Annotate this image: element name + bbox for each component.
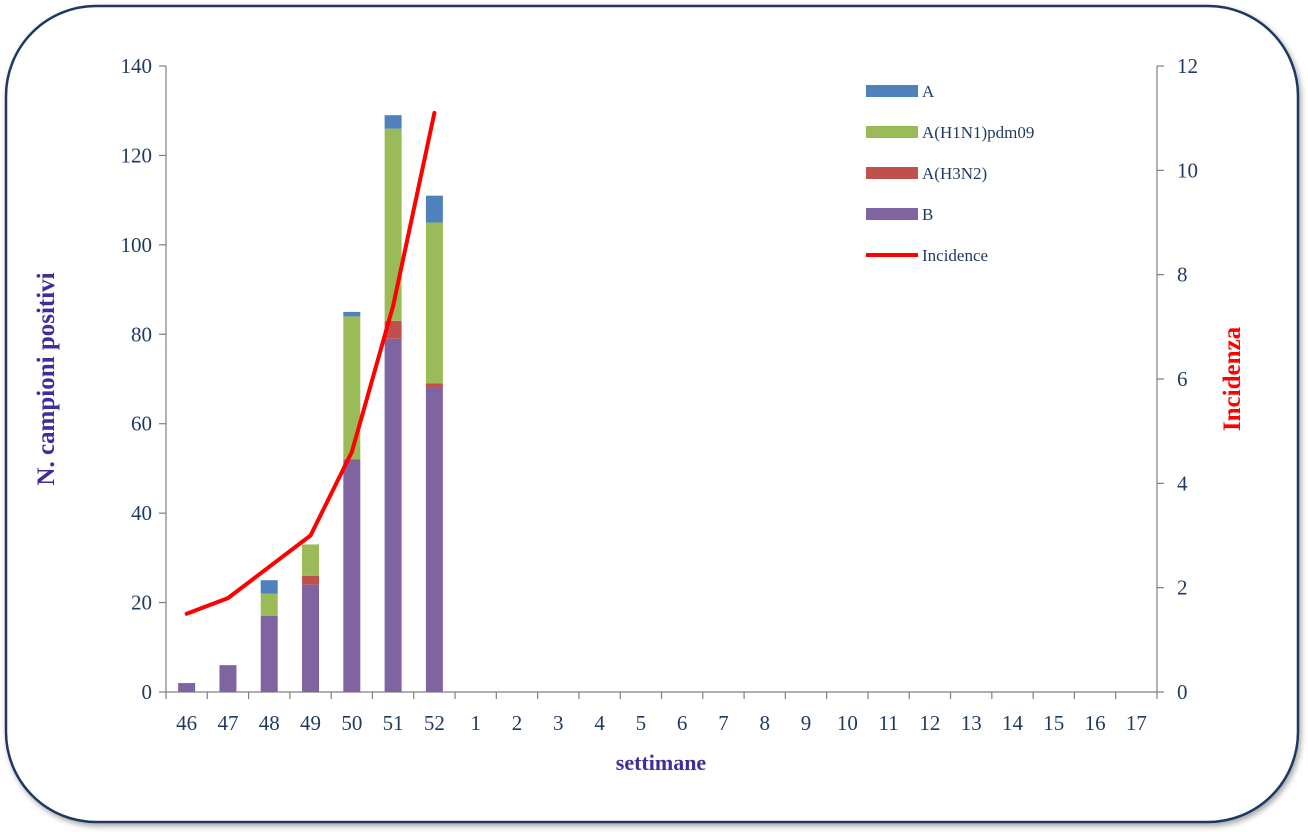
x-axis-label: settimane [616,750,707,775]
bar-segment [260,593,278,616]
y-axis-label: N. campioni positivi [33,272,60,485]
y2-tick-label: 10 [1177,158,1198,182]
x-tick-label: 49 [300,711,321,735]
x-tick-label: 47 [217,711,238,735]
legend: A A(H1N1)pdm09 A(H3N2) B Incidence [866,82,1034,265]
x-tick-label: 1 [470,711,481,735]
x-tick-label: 6 [677,711,688,735]
x-tick-label: 2 [512,711,523,735]
legend-label: Incidence [922,246,988,265]
x-tick-label: 10 [837,711,858,735]
x-tick-label: 17 [1126,711,1147,735]
x-tick-label: 51 [383,711,404,735]
y-tick-label: 80 [131,322,152,346]
x-tick-label: 13 [961,711,982,735]
bar-segment [384,338,402,692]
bar-segment [302,575,320,585]
bar-segment [384,128,402,321]
bar-segment [260,580,278,594]
y-tick-label: 120 [121,143,153,167]
bar-segment [302,584,320,692]
incidence-line [184,110,437,616]
right-y-ticks: 0 2 4 6 8 10 12 [1157,54,1198,704]
x-ticks: 46 47 48 49 50 51 52 1 2 3 4 5 6 7 8 9 10 11 12 13 14 15 16 17 [165,692,1158,735]
legend-swatch [866,208,918,220]
bar-segment [384,115,402,129]
x-tick-label: 50 [341,711,362,735]
incidence-line-layer [184,110,437,616]
chart-border [4,4,1300,824]
legend-swatch [866,126,918,138]
x-tick-label: 16 [1085,711,1106,735]
x-tick-label: 15 [1043,711,1064,735]
legend-swatch [866,167,918,179]
x-tick-label: 9 [801,711,812,735]
y-tick-label: 60 [131,412,152,436]
y2-tick-label: 2 [1177,576,1188,600]
x-tick-label: 14 [1002,711,1024,735]
y-tick-label: 0 [142,680,153,704]
bar-segment [343,316,361,460]
x-tick-label: 4 [594,711,605,735]
x-tick-label: 12 [919,711,940,735]
legend-label: A [922,82,935,101]
legend-label: B [922,205,933,224]
left-y-ticks: 0 20 40 60 80 100 120 140 [121,54,166,704]
x-tick-label: 11 [878,711,898,735]
legend-swatch [866,85,918,97]
x-tick-label: 7 [718,711,729,735]
x-tick-label: 48 [259,711,280,735]
y-tick-label: 140 [121,54,153,78]
bar-segment [302,544,320,576]
x-tick-label: 3 [553,711,564,735]
y-tick-label: 40 [131,501,152,525]
legend-label: A(H1N1)pdm09 [922,123,1034,142]
legend-label: A(H3N2) [922,164,987,183]
y2-tick-label: 6 [1177,367,1188,391]
bar-segment [260,615,278,692]
bar-segment [343,459,361,692]
bars [178,115,443,692]
y2-tick-label: 4 [1177,471,1188,495]
y2-axis-label: Incidenza [1219,326,1246,431]
x-tick-label: 52 [424,711,445,735]
bar-segment [425,195,443,223]
y2-tick-label: 12 [1177,54,1198,78]
bar-segment [425,222,443,384]
bar-segment [425,387,443,692]
bar-segment [178,683,196,692]
x-tick-label: 46 [176,711,197,735]
y-tick-label: 100 [121,233,153,257]
x-tick-label: 5 [636,711,647,735]
y2-tick-label: 8 [1177,263,1188,287]
bar-segment [343,311,361,317]
bar-segment [425,383,443,388]
y-tick-label: 20 [131,591,152,615]
bar-segment [219,665,237,692]
y2-tick-label: 0 [1177,680,1188,704]
x-tick-label: 8 [759,711,770,735]
